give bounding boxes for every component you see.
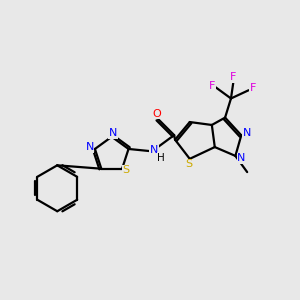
Text: N: N — [243, 128, 251, 138]
Text: N: N — [150, 146, 158, 155]
Text: S: S — [122, 165, 129, 175]
Text: S: S — [186, 159, 193, 169]
Text: F: F — [250, 83, 256, 93]
Text: N: N — [85, 142, 94, 152]
Text: N: N — [237, 153, 245, 163]
Text: F: F — [209, 81, 215, 91]
Text: H: H — [157, 153, 165, 163]
Text: N: N — [109, 128, 117, 138]
Text: O: O — [152, 109, 161, 119]
Text: F: F — [230, 72, 236, 82]
